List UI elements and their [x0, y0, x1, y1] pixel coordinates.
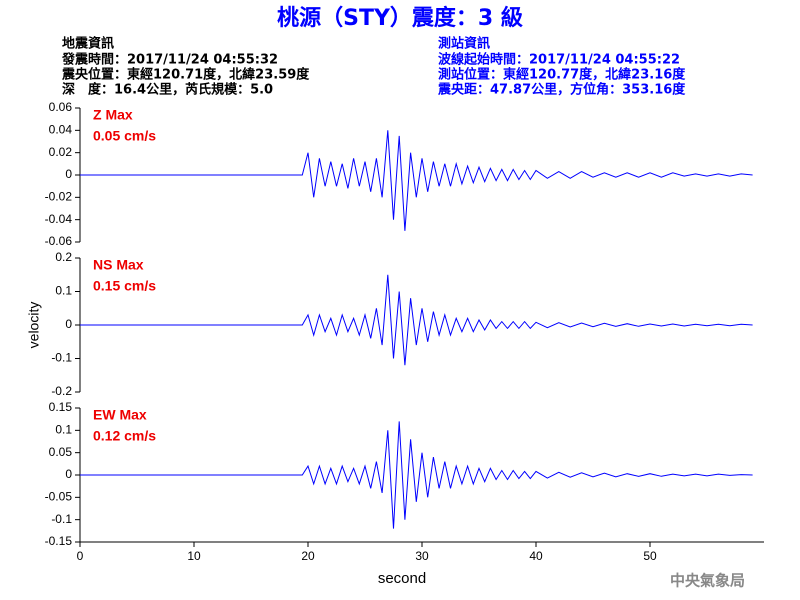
info-line: 波線起始時間：2017/11/24 04:55:22 — [438, 52, 680, 68]
y-tick-label: -0.02 — [45, 190, 73, 204]
waveform — [80, 130, 753, 231]
x-tick-label: 0 — [77, 549, 84, 563]
y-tick-label: 0.06 — [49, 100, 73, 114]
x-tick-label: 30 — [415, 549, 429, 563]
y-tick-label: -0.06 — [45, 234, 73, 248]
info-line: 震央距：47.87公里，方位角：353.16度 — [437, 82, 686, 98]
annotation: EW Max — [93, 407, 147, 423]
info-line: 發震時間：2017/11/24 04:55:32 — [61, 52, 278, 68]
info-line: 深 度：16.4公里，芮氏規模：5.0 — [62, 82, 273, 98]
x-tick-label: 20 — [301, 549, 315, 563]
waveform — [80, 274, 753, 366]
y-tick-label: 0 — [65, 317, 72, 331]
annotation: Z Max — [93, 107, 133, 123]
info-line: 地震資訊 — [62, 36, 114, 52]
y-tick-label: 0.04 — [49, 123, 73, 137]
y-tick-label: 0 — [65, 167, 72, 181]
info-line: 測站位置：東經120.77度，北緯23.16度 — [438, 67, 686, 83]
x-tick-label: 50 — [643, 549, 657, 563]
y-tick-label: 0.15 — [49, 400, 73, 414]
y-tick-label: -0.15 — [45, 534, 73, 548]
page-title: 桃源（STY）震度：3 級 — [277, 5, 523, 31]
y-tick-label: -0.04 — [45, 212, 73, 226]
y-tick-label: 0 — [65, 467, 72, 481]
annotation: 0.05 cm/s — [93, 128, 156, 144]
y-tick-label: -0.1 — [51, 351, 72, 365]
annotation: 0.15 cm/s — [93, 278, 156, 294]
waveform — [80, 421, 753, 529]
y-tick-label: 0.1 — [55, 423, 72, 437]
x-tick-label: 10 — [187, 549, 201, 563]
annotation: NS Max — [93, 257, 144, 273]
info-line: 測站資訊 — [438, 36, 490, 52]
footer: 中央氣象局 — [670, 572, 745, 590]
info-line: 震央位置：東經120.71度，北緯23.59度 — [61, 67, 310, 83]
y-tick-label: -0.2 — [51, 384, 72, 398]
annotation: 0.12 cm/s — [93, 428, 156, 444]
y-tick-label: 0.2 — [55, 250, 72, 264]
y-tick-label: -0.1 — [51, 512, 72, 526]
x-axis-label: second — [378, 570, 426, 587]
y-tick-label: 0.05 — [49, 445, 73, 459]
y-axis-label: velocity — [26, 302, 42, 349]
x-tick-label: 40 — [529, 549, 543, 563]
y-tick-label: 0.1 — [55, 284, 72, 298]
y-tick-label: -0.05 — [45, 490, 73, 504]
y-tick-label: 0.02 — [49, 145, 73, 159]
